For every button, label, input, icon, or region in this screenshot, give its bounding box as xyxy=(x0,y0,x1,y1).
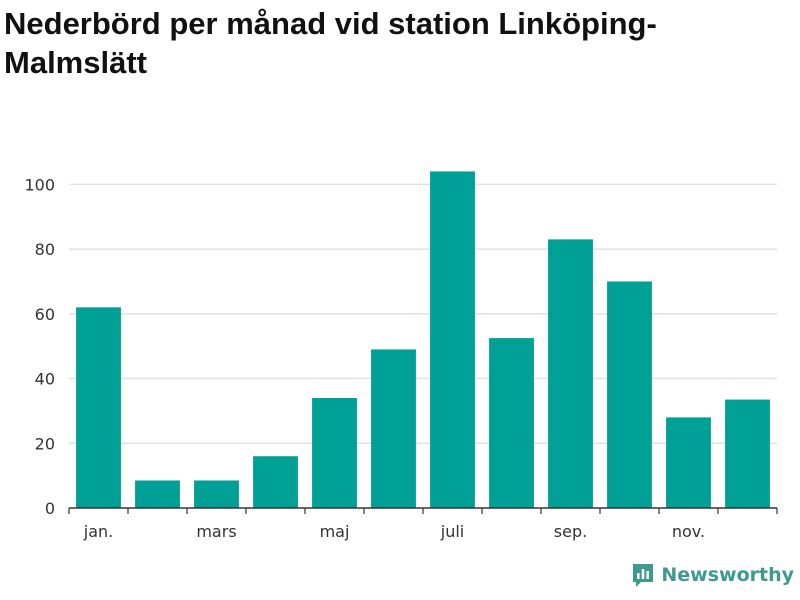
brand-logo: Newsworthy xyxy=(631,560,794,590)
y-tick-label: 100 xyxy=(24,175,55,194)
x-tick-label: mars xyxy=(196,522,236,541)
bar-okt xyxy=(607,281,652,508)
bar-feb xyxy=(135,480,180,508)
y-tick-label: 0 xyxy=(45,499,55,518)
y-tick-label: 40 xyxy=(35,370,55,389)
chart-title: Nederbörd per månad vid station Linköpin… xyxy=(4,6,657,80)
bar-dec xyxy=(725,399,770,508)
bar-juli xyxy=(430,171,475,508)
bar-mars xyxy=(194,480,239,508)
y-tick-label: 20 xyxy=(35,434,55,453)
x-tick-label: juli xyxy=(440,522,464,541)
bar-nov xyxy=(666,417,711,508)
x-axis xyxy=(68,507,778,514)
bar-aug xyxy=(489,338,534,508)
bars xyxy=(76,171,770,508)
bar-sep xyxy=(548,239,593,508)
y-tick-label: 80 xyxy=(35,240,55,259)
x-tick-label: maj xyxy=(320,522,350,541)
bar-juni xyxy=(371,349,416,508)
bar-jan xyxy=(76,307,121,508)
brand-name: Newsworthy xyxy=(661,564,794,586)
x-axis-labels: jan. mars maj juli sep. nov. xyxy=(83,522,705,541)
y-axis-labels: 0 20 40 60 80 100 xyxy=(24,175,55,518)
gridlines xyxy=(69,183,777,445)
y-tick-label: 60 xyxy=(35,305,55,324)
newsworthy-logo-icon xyxy=(633,564,654,587)
bar-maj xyxy=(312,397,357,508)
x-tick-label: nov. xyxy=(672,522,705,541)
x-tick-label: jan. xyxy=(83,522,113,541)
bar-apr xyxy=(253,456,298,508)
x-tick-label: sep. xyxy=(554,522,587,541)
